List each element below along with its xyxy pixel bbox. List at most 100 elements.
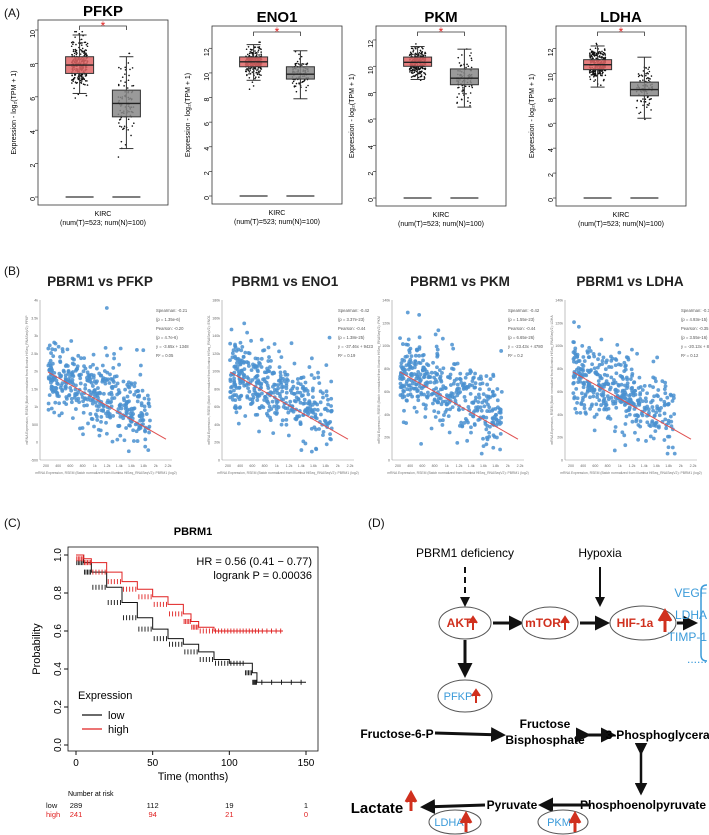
data-point [596,379,601,383]
data-point [414,376,419,381]
data-point [648,66,651,69]
data-point [292,391,297,396]
y-tick-label: 6 [368,119,375,123]
data-point [65,347,70,352]
data-point [647,104,650,106]
data-point [470,379,475,384]
data-point [461,90,464,92]
y-tick-label: 0.2 [53,700,64,714]
data-point [464,85,467,88]
data-point [645,67,647,69]
data-point [666,434,670,439]
data-point [637,401,642,405]
km-panel: PBRM1 0.0 0.2 0.4 0.6 0.8 1.0 0 50 100 150 Probabil… [31,526,319,819]
data-point [488,377,493,381]
data-point [277,365,282,370]
data-point [471,86,474,89]
data-point [656,394,660,399]
data-point [259,356,264,361]
data-point [647,383,652,388]
data-point [649,400,653,405]
data-point [458,62,461,64]
data-point [469,425,473,430]
stat-text: Pearson: -0.44 [338,326,366,331]
data-point [421,353,426,357]
data-point [484,374,489,378]
data-point [321,429,326,434]
data-point [427,374,432,379]
y-tick-label: 4 [548,148,555,152]
data-point [401,420,406,425]
data-point [440,336,445,341]
pkm-up-arrow-icon [568,810,582,832]
stat-text: R² = 0.05 [156,353,174,358]
y-axis-label: mRNA Expression, RSEM (Batch normalized … [377,316,381,444]
data-point [306,392,311,397]
data-point [72,80,74,82]
y-tick-label: 1.5k [31,387,38,391]
data-point [88,365,93,369]
data-point [281,405,286,409]
data-point [599,84,602,87]
data-point [613,429,617,434]
data-point [458,377,463,382]
data-point [293,85,296,88]
data-point [401,376,406,381]
data-point [460,64,462,67]
data-point [48,358,53,363]
data-point [421,402,426,407]
data-point [441,366,446,371]
x-tick-label: 2.2k [517,464,524,468]
risk-row-label-low: low [46,801,58,810]
scatter-title: PBRM1 vs ENO1 [232,274,339,289]
data-point [608,385,613,390]
data-point [473,371,477,376]
data-point [74,407,78,411]
y-tick-label: 8 [548,98,555,102]
data-point [580,391,584,396]
data-point [296,60,299,63]
data-point [120,80,122,82]
ldha-up-arrow-icon [459,810,473,832]
data-point [112,374,117,379]
stat-text: R² = 0.19 [338,353,356,358]
data-point [280,418,285,423]
data-point [88,377,93,382]
data-point [649,78,651,80]
data-point [409,51,412,54]
data-point [644,118,646,121]
data-point [594,412,599,417]
stat-text: y = -23.43x + 4780 [508,344,544,349]
boxplot-ldha: LDHA 0 2 4 6 8 10 12 Expression - log₂(TPM + 1) *… [529,9,687,228]
data-point [70,45,73,48]
data-point [605,416,610,420]
scatter-1: PBRM1 vs PFKP -500 0 500 1k 1.5k 2k 2.5k 3k 3.5k 4… [25,274,189,475]
data-point [402,408,406,413]
data-point [60,349,65,354]
data-point [110,439,115,444]
data-point [291,384,296,389]
data-point [408,54,411,57]
data-point [640,388,645,392]
data-point [654,410,659,415]
data-point [410,76,413,78]
data-point [58,359,62,364]
data-point [610,356,615,361]
data-point [277,392,282,396]
data-point [625,386,629,390]
data-point [605,358,609,363]
data-point [649,98,651,100]
data-point [123,125,126,128]
data-point [671,393,676,398]
data-point [604,407,609,412]
data-point [100,363,105,368]
risk-value: 0 [304,810,308,819]
data-point [303,380,308,385]
data-point [443,386,448,391]
hif-target: ...... [687,652,707,666]
data-point [451,346,456,351]
data-point [463,417,468,421]
data-point [71,54,74,56]
data-point [572,395,577,399]
data-point [268,365,272,369]
